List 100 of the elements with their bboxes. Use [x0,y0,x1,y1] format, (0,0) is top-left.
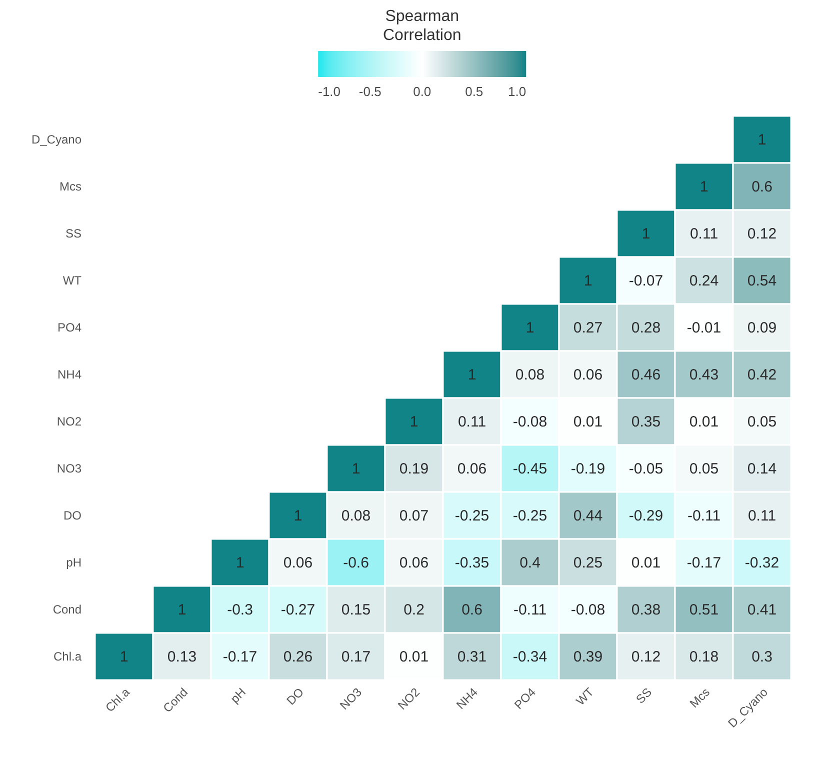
data-label: 0.12 [747,226,777,242]
data-label: 1 [410,414,418,430]
data-label: 0.11 [748,508,776,524]
data-label: 0.31 [457,648,487,666]
data-label: 0.01 [689,414,719,430]
data-label: 0.2 [404,602,424,618]
data-label: 0.44 [573,508,603,524]
data-label: 0.43 [689,366,719,384]
data-label: 0.06 [283,554,313,572]
data-label: 1 [642,226,650,242]
data-label: 1 [178,602,186,618]
data-label: 0.24 [689,272,719,290]
data-label: -0.08 [512,414,548,430]
data-label: 0.46 [631,366,661,384]
data-label: -0.29 [628,508,664,524]
data-label: 0.06 [457,460,487,478]
color-bar-label: -1.0 [318,84,341,99]
data-label: 0.05 [747,414,777,430]
data-label: 0.19 [399,460,429,478]
y-tick-label: Mcs [60,180,82,194]
y-tick-label: DO [64,508,82,522]
data-label: 0.25 [573,554,603,572]
color-bar-label: -0.5 [358,84,382,99]
data-label: -0.19 [570,460,606,478]
data-label: 0.13 [167,648,197,666]
color-bar-label: 0.5 [465,84,484,99]
y-tick-label: WT [62,274,82,288]
data-label: 1 [236,554,244,572]
data-label: -0.07 [628,272,664,290]
data-label: 0.11 [690,226,718,242]
data-label: 1 [120,648,128,666]
data-label: 0.39 [573,648,603,666]
data-label: -0.25 [512,508,548,524]
data-label: -0.32 [744,554,780,572]
data-label: 0.27 [573,320,603,336]
data-label: 0.12 [631,648,661,666]
x-tick-label: pH [228,685,248,706]
data-label: 1 [352,460,360,478]
x-tick-label: Mcs [687,685,712,711]
data-label: -0.05 [628,460,664,478]
data-label: 0.26 [283,648,313,666]
color-bar-title: Spearman Correlation [382,8,462,44]
data-label: 0.42 [747,366,777,384]
data-label: 0.4 [520,554,540,572]
y-tick-label: PO4 [57,320,82,334]
data-label: 0.01 [631,554,661,572]
data-label: 0.18 [689,648,719,666]
data-label: 0.38 [631,602,661,618]
x-tick-label: WT [573,684,597,708]
data-label: 0.28 [631,320,661,336]
data-label: 0.6 [462,602,482,618]
data-label: 0.41 [747,602,777,618]
y-tick-label: SS [65,226,82,240]
y-tick-label: NH4 [57,368,82,382]
data-label: 0.01 [573,414,603,430]
data-label: 0.35 [631,414,661,430]
data-label: 0.09 [747,320,777,336]
data-label: 0.08 [515,366,545,384]
data-label: 0.08 [341,508,371,524]
data-label: 1 [294,508,302,524]
data-label: 0.54 [747,272,777,290]
data-label: 0.14 [747,460,777,478]
data-label: 0.01 [399,648,429,666]
y-tick-label: pH [66,556,82,570]
x-tick-label: DO [284,685,306,708]
data-label: -0.45 [512,460,548,478]
data-label: -0.11 [513,602,547,618]
data-label: -0.6 [343,554,369,572]
data-label: 1 [526,320,534,336]
data-label: 0.15 [341,602,371,618]
data-label: 1 [700,178,708,196]
data-label: 0.06 [573,366,603,384]
data-label: -0.25 [454,508,490,524]
data-label: 0.6 [752,178,772,196]
data-label: 1 [584,272,592,290]
data-label: 0.07 [399,508,429,524]
data-label: -0.3 [227,602,253,618]
y-tick-label: D_Cyano [31,132,82,146]
data-label: 0.11 [458,414,486,430]
y-tick-label: Cond [52,602,82,616]
y-tick-label: Chl.a [53,650,82,664]
y-tick-label: NO2 [56,414,82,428]
data-label: 0.51 [689,602,719,618]
data-label: 1 [468,366,476,384]
data-label: -0.17 [222,648,258,666]
x-tick-label: SS [633,685,654,706]
data-label: 1 [758,132,766,148]
color-bar-label: 1.0 [508,84,526,99]
data-label: -0.11 [687,508,721,524]
data-label: -0.08 [570,602,606,618]
data-label: -0.35 [454,554,490,572]
data-label: 0.06 [399,554,429,572]
data-label: 0.17 [341,648,371,666]
data-label: 0.3 [752,648,772,666]
data-label: -0.17 [686,554,722,572]
data-label: -0.34 [512,648,548,666]
data-label: -0.01 [686,320,722,336]
color-bar-label: 0.0 [413,84,432,99]
data-label: 0.05 [689,460,719,478]
data-label: -0.27 [280,602,316,618]
